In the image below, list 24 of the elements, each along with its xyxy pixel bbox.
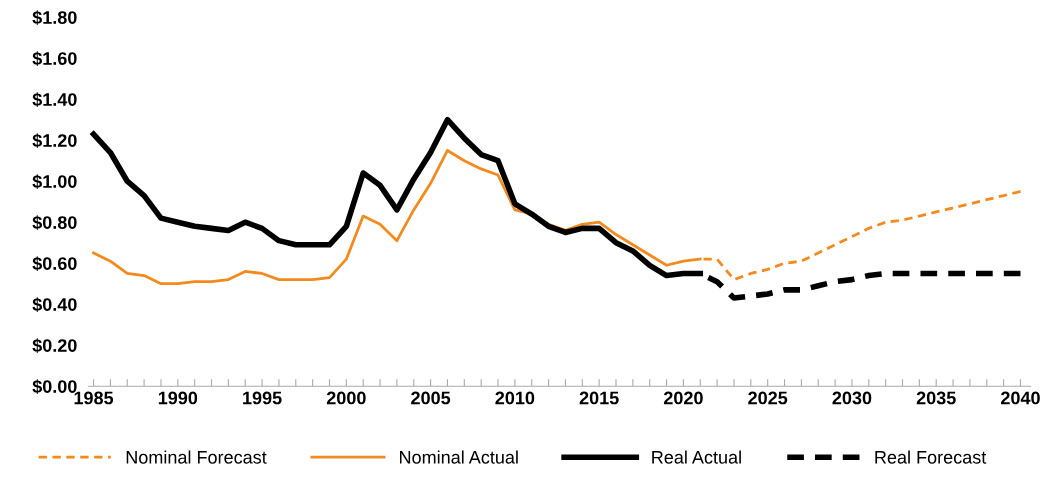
- y-tick-label: $0.80: [32, 215, 77, 231]
- x-tick-label: 2000: [326, 391, 366, 405]
- legend-label: Nominal Forecast: [126, 450, 267, 464]
- x-tick-label: 2025: [748, 391, 788, 405]
- x-tick-label: 2020: [663, 391, 703, 405]
- x-tick-label: 2035: [916, 391, 956, 405]
- y-tick-label: $1.40: [32, 92, 77, 108]
- legend-label: Real Actual: [652, 450, 741, 464]
- y-tick-label: $1.60: [32, 51, 77, 67]
- legend-label: Nominal Actual: [400, 450, 518, 464]
- y-tick-label: $0.20: [32, 338, 77, 354]
- legend-label: Real Forecast: [875, 450, 987, 464]
- x-tick-label: 1990: [158, 391, 198, 405]
- y-tick-label: $1.20: [32, 133, 77, 149]
- x-tick-label: 2030: [832, 391, 872, 405]
- x-tick-label: 2005: [411, 391, 451, 405]
- y-tick-label: $1.00: [32, 174, 77, 190]
- x-tick-label: 1995: [243, 391, 282, 405]
- x-tick-label: 2010: [495, 391, 535, 405]
- y-tick-label: $0.60: [32, 256, 77, 272]
- y-tick-label: $0.40: [32, 297, 77, 313]
- x-tick-label: 2015: [579, 391, 619, 405]
- y-tick-label: $1.80: [32, 10, 77, 26]
- x-tick-label: 2040: [1001, 391, 1040, 405]
